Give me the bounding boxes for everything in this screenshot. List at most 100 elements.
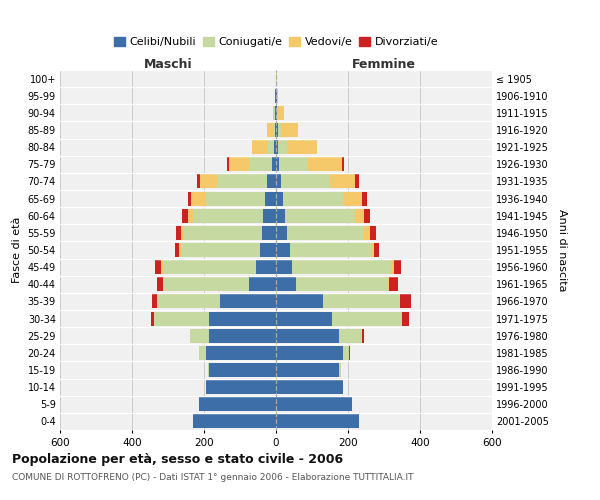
- Bar: [272, 158, 276, 172]
- Bar: [209, 312, 276, 326]
- Bar: [276, 278, 388, 291]
- Bar: [276, 380, 343, 394]
- Bar: [276, 192, 367, 205]
- Bar: [276, 88, 277, 102]
- Bar: [275, 106, 276, 120]
- Bar: [199, 346, 276, 360]
- Bar: [193, 414, 276, 428]
- Bar: [276, 363, 339, 377]
- Bar: [276, 328, 339, 342]
- Bar: [157, 294, 276, 308]
- Bar: [217, 174, 276, 188]
- Bar: [276, 294, 323, 308]
- Bar: [276, 226, 376, 240]
- Bar: [276, 328, 362, 342]
- Bar: [276, 88, 278, 102]
- Bar: [276, 88, 277, 102]
- Bar: [182, 208, 276, 222]
- Bar: [276, 88, 278, 102]
- Bar: [273, 106, 276, 120]
- Bar: [220, 294, 276, 308]
- Bar: [274, 106, 276, 120]
- Bar: [276, 346, 350, 360]
- Bar: [188, 208, 276, 222]
- Bar: [206, 380, 276, 394]
- Bar: [276, 123, 281, 137]
- Bar: [256, 260, 276, 274]
- Bar: [199, 398, 276, 411]
- Bar: [276, 260, 394, 274]
- Bar: [263, 208, 276, 222]
- Bar: [276, 294, 411, 308]
- Bar: [199, 398, 276, 411]
- Bar: [276, 106, 284, 120]
- Bar: [276, 312, 402, 326]
- Bar: [276, 414, 359, 428]
- Bar: [200, 174, 276, 188]
- Bar: [276, 260, 292, 274]
- Bar: [276, 174, 359, 188]
- Bar: [276, 260, 391, 274]
- Bar: [249, 278, 276, 291]
- Bar: [276, 398, 352, 411]
- Bar: [209, 363, 276, 377]
- Bar: [275, 88, 276, 102]
- Bar: [276, 140, 287, 154]
- Bar: [190, 328, 276, 342]
- Bar: [276, 380, 343, 394]
- Bar: [268, 123, 276, 137]
- Bar: [154, 312, 276, 326]
- Bar: [276, 123, 278, 137]
- Bar: [276, 158, 308, 172]
- Bar: [184, 226, 276, 240]
- Bar: [181, 243, 276, 257]
- Bar: [276, 414, 359, 428]
- Bar: [163, 260, 276, 274]
- Bar: [276, 226, 370, 240]
- Bar: [273, 123, 276, 137]
- Bar: [276, 208, 370, 222]
- Bar: [175, 243, 276, 257]
- Bar: [276, 158, 342, 172]
- Bar: [276, 106, 278, 120]
- Bar: [193, 208, 276, 222]
- Bar: [251, 140, 276, 154]
- Bar: [276, 278, 296, 291]
- Bar: [276, 106, 277, 120]
- Bar: [188, 192, 276, 205]
- Bar: [276, 106, 284, 120]
- Bar: [276, 398, 352, 411]
- Bar: [275, 88, 276, 102]
- Bar: [155, 260, 276, 274]
- Bar: [276, 140, 278, 154]
- Bar: [276, 226, 287, 240]
- Bar: [206, 192, 276, 205]
- Bar: [276, 123, 298, 137]
- Text: Femmine: Femmine: [352, 58, 416, 71]
- Bar: [249, 158, 276, 172]
- Bar: [209, 328, 276, 342]
- Bar: [190, 328, 276, 342]
- Bar: [276, 380, 343, 394]
- Bar: [276, 174, 355, 188]
- Bar: [276, 123, 298, 137]
- Bar: [276, 398, 352, 411]
- Bar: [161, 260, 276, 274]
- Bar: [229, 158, 276, 172]
- Bar: [208, 363, 276, 377]
- Bar: [276, 243, 379, 257]
- Bar: [208, 363, 276, 377]
- Bar: [276, 278, 389, 291]
- Bar: [276, 226, 364, 240]
- Bar: [276, 174, 281, 188]
- Bar: [197, 174, 276, 188]
- Bar: [206, 380, 276, 394]
- Bar: [176, 226, 276, 240]
- Bar: [276, 414, 359, 428]
- Bar: [276, 363, 341, 377]
- Bar: [190, 328, 276, 342]
- Bar: [227, 158, 276, 172]
- Bar: [179, 243, 276, 257]
- Bar: [193, 414, 276, 428]
- Bar: [206, 380, 276, 394]
